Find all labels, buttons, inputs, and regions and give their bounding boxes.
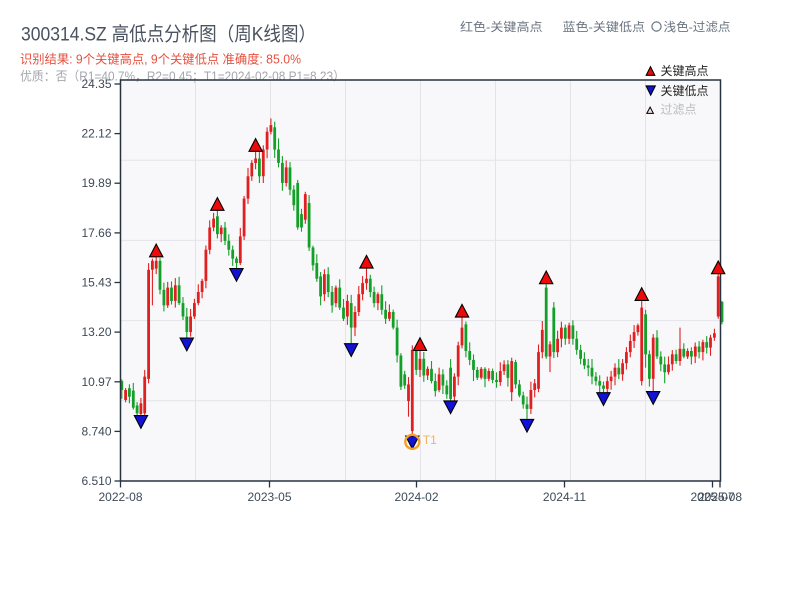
svg-text:浅色-过滤点: 浅色-过滤点 — [664, 20, 731, 34]
svg-text:2022-08: 2022-08 — [98, 490, 142, 504]
svg-text:2023-05: 2023-05 — [247, 490, 291, 504]
svg-text:识别结果: 9个关键高点, 9个关键低点 准确度: 85.: 识别结果: 9个关键高点, 9个关键低点 准确度: 85.0% — [20, 52, 301, 67]
svg-text:2024-11: 2024-11 — [543, 490, 586, 504]
svg-text:关键低点: 关键低点 — [661, 84, 709, 98]
svg-text:10.97: 10.97 — [81, 375, 111, 389]
svg-text:300314.SZ 高低点分析图（周K线图）: 300314.SZ 高低点分析图（周K线图） — [21, 23, 316, 45]
svg-text:关键高点: 关键高点 — [661, 63, 709, 78]
svg-text:6.510: 6.510 — [81, 474, 111, 488]
svg-text:17.66: 17.66 — [81, 226, 111, 240]
svg-text:蓝色-关键低点: 蓝色-关键低点 — [563, 20, 646, 34]
svg-text:24.35: 24.35 — [81, 77, 111, 91]
svg-text:过滤点: 过滤点 — [661, 103, 697, 117]
svg-text:T1: T1 — [423, 433, 437, 447]
svg-text:红色-关键高点: 红色-关键高点 — [460, 19, 543, 34]
svg-text:15.43: 15.43 — [81, 276, 111, 290]
svg-text:2025-07: 2025-07 — [690, 490, 734, 504]
svg-text:2025-08: 2025-08 — [698, 490, 742, 504]
svg-text:8.740: 8.740 — [81, 424, 111, 438]
svg-text:优质：否（R1=40.7%，R2=0.45；T1=2024-: 优质：否（R1=40.7%，R2=0.45；T1=2024-02-08 P1=8… — [20, 70, 345, 84]
svg-text:19.89: 19.89 — [81, 176, 111, 190]
svg-text:13.20: 13.20 — [81, 325, 111, 339]
svg-text:2024-02: 2024-02 — [394, 490, 438, 504]
svg-text:22.12: 22.12 — [81, 127, 111, 141]
